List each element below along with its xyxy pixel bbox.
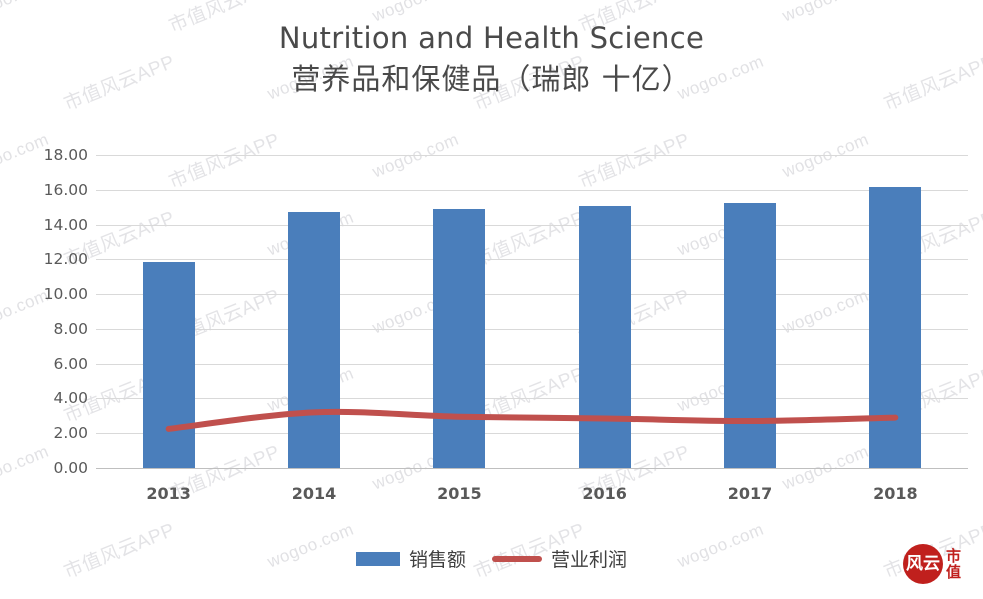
- gridline-0: [96, 468, 968, 469]
- y-tick-label: 12.00: [43, 250, 88, 269]
- y-tick-label: 2.00: [53, 424, 88, 443]
- bar-2013[interactable]: [142, 261, 195, 468]
- gridline-16: [96, 189, 968, 191]
- wogoo-logo: 风云 市值: [903, 539, 969, 589]
- line-path[interactable]: [165, 408, 899, 432]
- bar-2016[interactable]: [578, 206, 631, 468]
- bar-2014[interactable]: [288, 212, 340, 468]
- gridline-8: [96, 328, 968, 330]
- chart-title: Nutrition and Health Science: [278, 21, 705, 55]
- y-tick-label: 0.00: [53, 459, 88, 477]
- gridline-12: [96, 259, 968, 261]
- chart-legend: 销售额 营业利润: [0, 545, 983, 572]
- legend-item-sales[interactable]: 销售额: [355, 545, 466, 572]
- chart-subtitle: 营养品和保健品（瑞郎 十亿）: [291, 62, 692, 96]
- y-axis: 18.00 16.00 14.00 12.00 10.00 8.00 6.00 4.00 2.0…: [14, 0, 88, 599]
- y-tick-label: 14.00: [43, 215, 88, 234]
- x-axis: 2013 2014 2015 2016 2017 2018: [0, 484, 983, 514]
- x-tick-label: 2016: [582, 484, 627, 503]
- logo-text-line1: 市: [946, 547, 962, 565]
- x-tick-label: 2018: [873, 484, 918, 503]
- gridline-14: [96, 224, 968, 226]
- gridline-10: [96, 294, 968, 296]
- gridline-2: [96, 433, 968, 435]
- y-tick-label: 6.00: [53, 354, 88, 373]
- logo-text-line2: 值: [946, 563, 962, 581]
- y-tick-label: 16.00: [43, 180, 88, 199]
- y-tick-label: 10.00: [43, 285, 88, 304]
- logo-seal-icon: 风云: [903, 544, 943, 584]
- x-tick-label: 2015: [437, 484, 482, 503]
- legend-label-sales: 销售额: [408, 549, 466, 571]
- legend-bar-swatch-icon: [355, 551, 400, 566]
- gridline-6: [96, 363, 968, 365]
- logo-text: 市值: [946, 548, 961, 580]
- bar-2018[interactable]: [869, 187, 922, 468]
- legend-label-operating-profit: 营业利润: [551, 549, 628, 571]
- bar-2015[interactable]: [433, 208, 486, 468]
- y-tick-label: 4.00: [53, 389, 88, 408]
- gridline-4: [96, 398, 968, 400]
- y-tick-label: 18.00: [43, 146, 88, 164]
- x-tick-label: 2013: [146, 484, 191, 503]
- x-tick-label: 2017: [727, 484, 773, 503]
- chart-title-block: Nutrition and Health Science 营养品和保健品（瑞郎 …: [0, 18, 983, 100]
- gridline-18: [96, 155, 968, 156]
- legend-line-swatch-icon: [492, 555, 542, 562]
- x-tick-label: 2014: [291, 484, 337, 503]
- y-tick-label: 8.00: [53, 319, 88, 338]
- legend-item-operating-profit[interactable]: 营业利润: [492, 545, 627, 572]
